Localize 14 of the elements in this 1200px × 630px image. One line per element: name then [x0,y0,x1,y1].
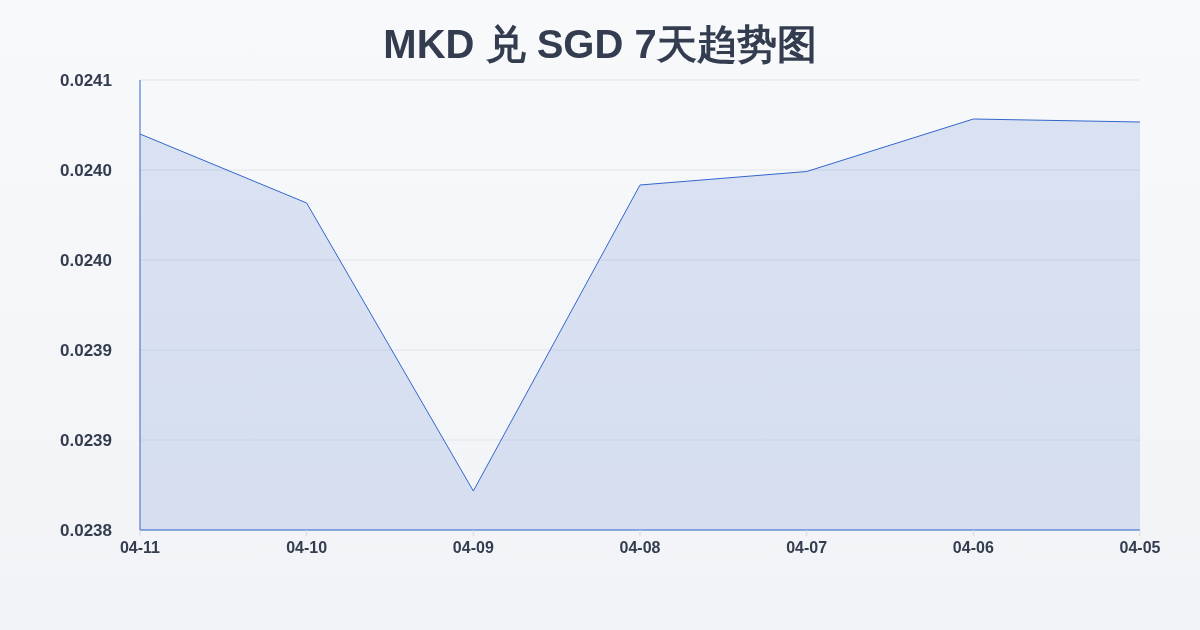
y-tick-label: 0.0239 [60,431,112,451]
x-tick-label: 04-09 [452,539,494,557]
y-tick-label: 0.0239 [60,341,112,361]
x-tick-label: 04-08 [619,539,661,557]
y-tick-label: 0.0238 [60,521,112,541]
x-tick-label: 04-05 [1119,539,1161,557]
x-tick-label: 04-11 [119,539,161,557]
y-tick-label: 0.0241 [60,71,112,91]
y-tick-label: 0.0240 [60,161,112,181]
x-tick-label: 04-06 [952,539,994,557]
x-tick-label: 04-07 [786,539,828,557]
chart-title: MKD 兑 SGD 7天趋势图 [382,21,818,68]
x-tick-label: 04-10 [286,539,328,557]
y-tick-label: 0.0240 [60,251,112,271]
